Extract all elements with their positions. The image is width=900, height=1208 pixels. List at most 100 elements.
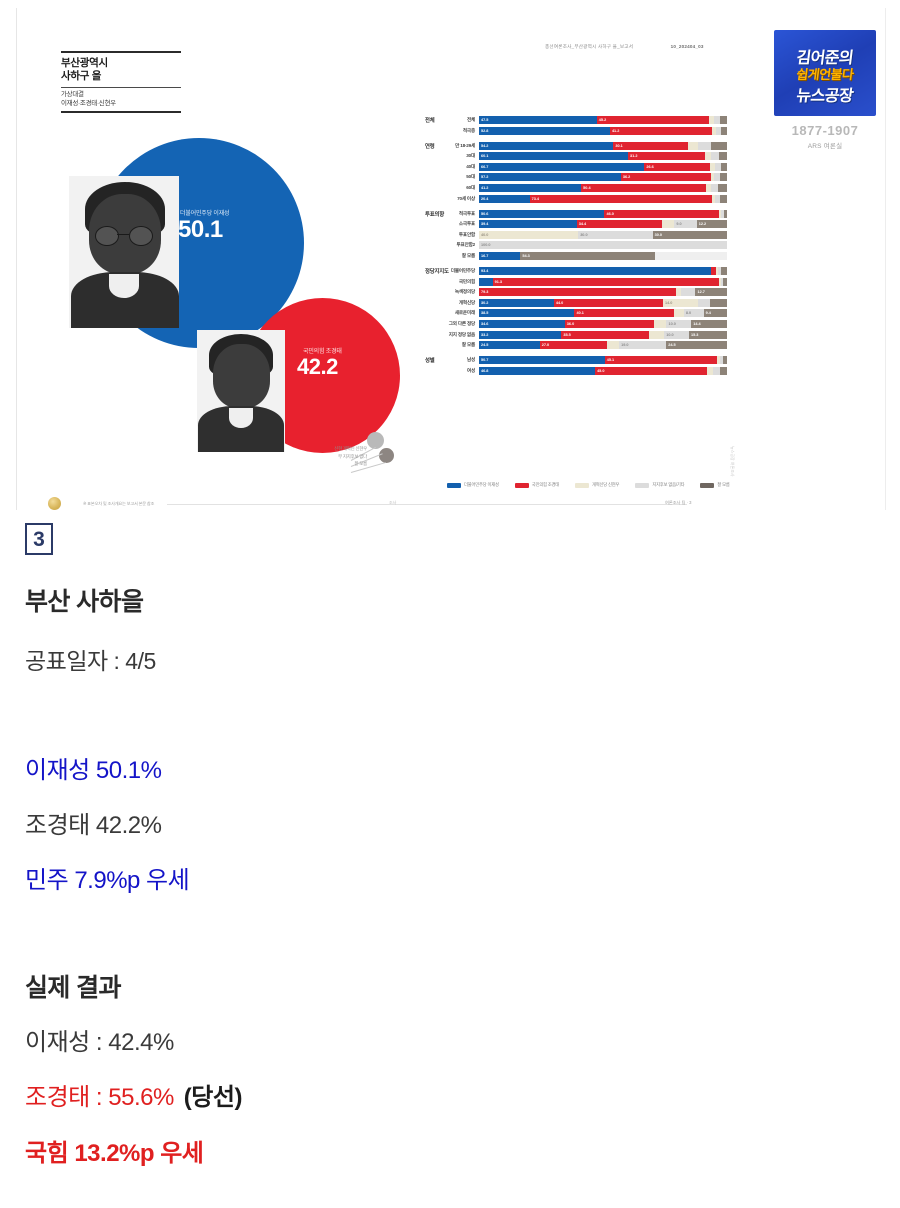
meta-code: 10_202404_03 [670, 44, 704, 49]
actual-result-heading: 실제 결과 [25, 974, 122, 1002]
subtitle-line-1: 가상대결 [61, 91, 84, 99]
chart-bar-track: 47.5 45.2 [479, 116, 727, 124]
logo-ars-label: ARS 여론실 [807, 143, 843, 150]
chart-bar-segment [705, 152, 712, 161]
chart-section: 연령 만 18-29세 54.2 30.1 30대 60.1 31.2 40대 66.7 26.6… [425, 141, 727, 203]
chart-bar-row: 만 18-29세 54.2 30.1 [425, 141, 727, 150]
chart-bar-segment: 15.3 [689, 330, 727, 339]
chart-row-label: 50대 [466, 174, 475, 180]
bubble-party-lee: 더불어민주당 이재성 [180, 211, 230, 217]
chart-bar-segment [654, 319, 667, 328]
chart-bar-segment: 73.4 [529, 194, 712, 203]
chart-bar-segment: 44.0 [553, 298, 663, 307]
chart-bar-segment: 14.4 [691, 319, 727, 328]
chart-bar-segment [706, 183, 711, 192]
chart-bar-segment: 79.3 [479, 288, 676, 297]
chart-bar-segment: 24.5 [479, 341, 540, 350]
chart-bar-segment: 57.2 [479, 173, 621, 182]
chart-bar-segment: 54.2 [479, 141, 614, 150]
chart-bar-segment: 24.5 [666, 341, 727, 350]
infographic-title-block: 부산광역시 사하구 을 가상대결 이재성·조경태·신현우 [61, 51, 181, 114]
footer-center-mark: 조사 [389, 500, 397, 505]
legend-label: 잘 모름 [717, 482, 730, 487]
chart-bar-segment: 19.0 [619, 341, 667, 350]
chart-bar-track: 38.5 40.1 8.0 9.4 [479, 309, 727, 318]
chart-bar-track: 46.8 45.0 [479, 366, 727, 375]
chart-row-label: 60대 [466, 184, 475, 190]
minor-label-1: 신현 개혁신 신현우 [334, 446, 367, 451]
chart-bar-segment: 33.2 [479, 330, 562, 339]
chart-bar-row: 새로운미래 38.5 40.1 8.0 9.4 [425, 309, 727, 318]
infographic-district-title: 부산광역시 사하구 을 [61, 53, 181, 87]
chart-bar-segment: 50.7 [479, 356, 605, 365]
chart-bar-segment [719, 366, 727, 375]
infographic-page-label: 여론조사 팀 · 3 [665, 500, 692, 505]
chart-bar-segment: 30.1 [613, 141, 689, 150]
legend-item: 지지후보 없음/기타 [635, 482, 685, 488]
title-rule-top [61, 51, 181, 53]
chart-row-label: 잘 모름 [461, 252, 475, 258]
chart-bar-segment [649, 330, 665, 339]
bubble-value-lee: 50.1 [178, 216, 223, 243]
chart-bar-segment: 91.3 [492, 277, 719, 286]
chart-bar-segment: 8.0 [683, 309, 704, 318]
chart-bar-segment [719, 116, 727, 124]
chart-row-label: 국민의힘 [458, 278, 475, 284]
chart-bar-segment: 34.6 [479, 319, 565, 328]
chart-bar-segment: 45.2 [596, 116, 709, 124]
chart-bar-segment [712, 126, 717, 135]
chart-bar-track: 50.6 46.0 [479, 209, 727, 218]
seal-icon [48, 497, 61, 510]
chart-bar-segment [697, 298, 711, 307]
chart-bar-segment [716, 356, 720, 365]
chart-row-label: 그외 다른 정당 [448, 320, 476, 326]
infographic-subtitle: 가상대결 이재성·조경태·신현우 [61, 88, 181, 111]
chart-bar-track: 93.4 [479, 266, 727, 275]
chart-bar-track: 33.2 35.5 10.0 15.3 [479, 330, 727, 339]
chart-bar-segment: 54.3 [520, 251, 656, 260]
chart-row-label: 소극투표 [458, 221, 475, 227]
chart-bar-segment: 10.0 [666, 319, 692, 328]
chart-bar-segment [710, 162, 716, 171]
chart-bar-row: 40대 66.7 26.6 [425, 162, 727, 171]
chart-bar-track: 39.4 34.4 9.0 12.2 [479, 220, 727, 229]
chart-bar-track: 16.7 54.3 [479, 251, 727, 260]
candidate-photo-cho [197, 330, 285, 452]
chart-bar-segment: 12.7 [695, 288, 727, 297]
chart-bar-segment [673, 309, 684, 318]
legend-label: 더불어민주당 이재성 [464, 482, 499, 487]
logo-phone-number: 1877-1907 [791, 123, 859, 138]
poll-line-candidate-cho: 조경태 42.2% [25, 812, 162, 839]
infographic-meta: 총선여론조사_부산광역시 사하구 을_보고서 10_202404_03 [545, 44, 704, 50]
chart-section: 투표의향 적극투표 50.6 46.0 소극투표 39.4 34.4 9.0 12.2 투표안함 4… [425, 209, 727, 260]
chart-bar-track: 54.2 30.1 [479, 141, 727, 150]
chart-row-label: 잘 모름 [461, 342, 475, 348]
legend-label: 국민의힘 조경태 [531, 482, 560, 487]
chart-bar-row: 남성 50.7 45.1 [425, 356, 727, 365]
chart-bar-row: 녹색정의당 79.3 12.7 [425, 288, 727, 297]
chart-bar-track: 100.0 [479, 241, 727, 250]
infographic-side-mark: 뉴스공장 여론조사 [730, 446, 735, 477]
chart-bar-segment: 60.1 [479, 152, 629, 161]
chart-bar-segment [711, 194, 715, 203]
minor-label-2: 무 지지후보 없다 [338, 453, 367, 459]
chart-bar-segment [724, 209, 727, 218]
chart-bar-track: 50.7 45.1 [479, 356, 727, 365]
chart-bar-segment: 36.2 [620, 173, 711, 182]
district-line-1: 부산광역시 [61, 57, 108, 69]
chart-bar-row: 60대 41.2 50.4 [425, 183, 727, 192]
chart-bar-segment: 16.7 [479, 251, 521, 260]
chart-bar-segment: 100.0 [479, 241, 727, 250]
poll-infographic-image: 부산광역시 사하구 을 가상대결 이재성·조경태·신현우 총선여론조사_부산광역… [16, 8, 886, 510]
chart-bar-segment: 45.0 [595, 366, 707, 375]
chart-bar-segment [708, 116, 714, 124]
newsfactory-logo: 김어준의 쉽게언불다 뉴스공장 1877-1907 ARS 여론실 [774, 30, 876, 150]
chart-section-title: 전체 [425, 118, 435, 124]
chart-bar-segment: 30.0 [652, 230, 727, 239]
bubble-value-cho: 42.2 [297, 354, 338, 379]
district-line-2: 사하구 을 [61, 70, 102, 83]
chart-bar-segment [720, 277, 724, 286]
chart-bar-segment: 20.4 [479, 194, 530, 203]
chart-bar-row: 소극투표 39.4 34.4 9.0 12.2 [425, 220, 727, 229]
chart-row-label: 새로운미래 [454, 310, 475, 316]
